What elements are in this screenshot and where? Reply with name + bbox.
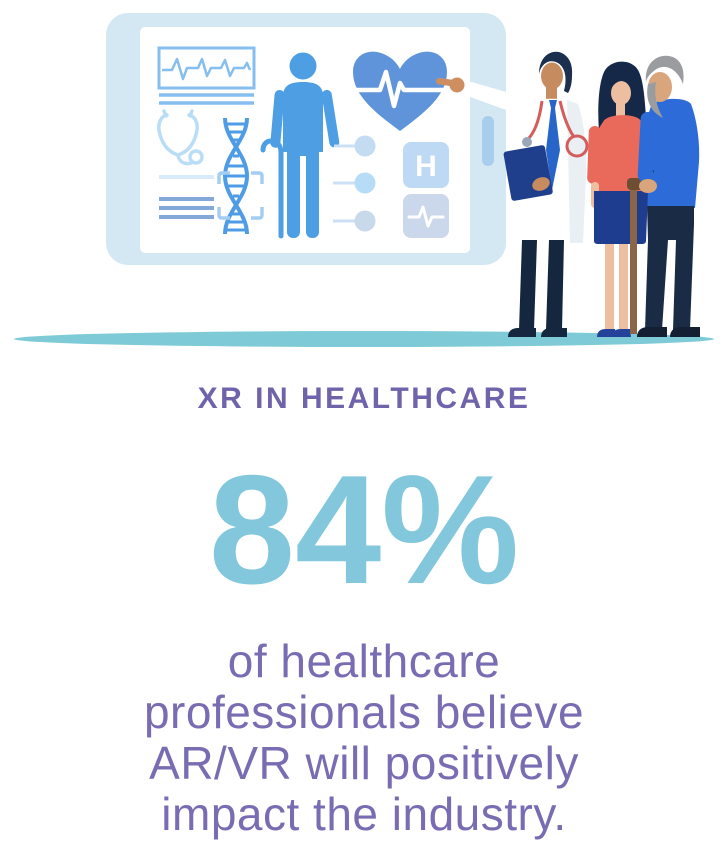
- doctor-hair: [539, 51, 573, 93]
- patient-silhouette-icon: [260, 52, 340, 239]
- description-line: of healthcare: [227, 635, 501, 687]
- elderly-man-figure: [637, 55, 700, 337]
- stat-value: 84%: [208, 443, 520, 616]
- scan-frame-icon: [217, 171, 264, 220]
- heart-pulse-icon: [353, 51, 447, 131]
- doctor-stethoscope: [522, 100, 589, 158]
- woman-skirt: [594, 191, 648, 244]
- stat-description: of healthcare professionals believe AR/V…: [0, 636, 728, 840]
- ground-line: [14, 331, 714, 347]
- description-line: impact the industry.: [161, 788, 567, 840]
- doctor-pointing-arm: [436, 77, 535, 119]
- doctor-figure: [436, 51, 589, 337]
- silhouette-cane: [260, 138, 284, 239]
- text-lines: [159, 175, 214, 219]
- hospital-letter: H: [415, 150, 437, 183]
- man-hair: [645, 55, 684, 84]
- description-line: professionals believe: [143, 686, 585, 738]
- connector-dots: [333, 135, 376, 232]
- description-line: AR/VR will positively: [149, 737, 579, 789]
- patient-woman-figure: [587, 61, 654, 337]
- dna-icon: [222, 117, 250, 235]
- man-arm: [637, 111, 657, 193]
- tablet-side-button: [482, 116, 494, 166]
- woman-top: [590, 115, 652, 193]
- category-label: XR IN HEALTHCARE: [197, 382, 531, 415]
- doctor-tie: [546, 100, 560, 190]
- illustration-canvas: H: [14, 13, 714, 347]
- ekg-monitor-icon: [157, 46, 256, 105]
- doctor-clipboard: [503, 145, 553, 201]
- man-beard: [647, 82, 663, 118]
- hospital-icon: H: [403, 142, 449, 188]
- illustration-xr-healthcare: H: [0, 0, 728, 362]
- heartbeat-chart-icon: [403, 194, 449, 238]
- stethoscope-icon: [157, 109, 204, 166]
